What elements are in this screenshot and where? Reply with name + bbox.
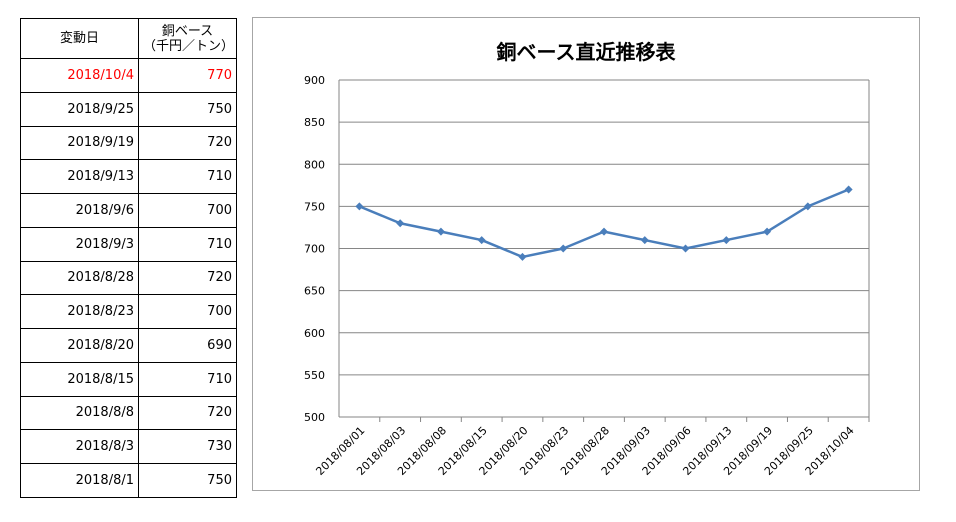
data-point-marker [681,244,690,253]
data-point-marker [518,252,527,261]
y-tick-label: 850 [304,116,325,129]
table-row: 2018/9/6 700 [20,193,237,228]
chart-title: 銅ベース直近推移表 [496,40,676,64]
row-value: 750 [138,463,237,498]
data-point-marker [396,219,405,228]
table-row: 2018/8/23 700 [20,294,237,330]
y-tick-label: 650 [304,285,325,298]
data-point-marker [477,236,486,245]
data-point-marker [763,227,772,236]
row-value: 750 [138,91,237,127]
table-row: 2018/9/3 710 [20,226,237,262]
y-tick-label: 550 [304,369,325,382]
data-point-marker [803,202,812,211]
row-date: 2018/8/28 [20,260,139,296]
data-point-marker [559,244,568,253]
data-point-marker [722,236,731,245]
table-row: 2018/8/3 730 [20,429,237,465]
row-value: 690 [138,328,237,363]
data-point-marker [600,227,608,236]
row-value: 710 [138,226,237,262]
table-row: 2018/9/13 710 [20,159,237,195]
row-date: 2018/8/23 [20,294,139,330]
table-row: 2018/8/28 720 [20,260,237,296]
table-row: 2018/8/15 710 [20,361,237,397]
row-value: 700 [138,193,237,228]
row-date: 2018/8/3 [20,429,139,465]
row-date: 2018/8/8 [20,395,139,431]
data-point-marker [640,236,649,245]
row-date: 2018/9/3 [20,226,139,262]
row-value: 770 [138,58,237,93]
row-date: 2018/9/6 [20,193,139,228]
row-date: 2018/9/13 [20,159,139,195]
row-value: 720 [138,260,237,296]
header-value-line1: 銅ベース [161,23,214,39]
y-tick-label: 700 [304,243,325,256]
row-date: 2018/8/15 [20,361,139,397]
row-value: 700 [138,294,237,330]
y-tick-label: 600 [304,327,325,340]
row-date: 2018/9/19 [20,125,139,161]
row-value: 730 [138,429,237,465]
y-tick-label: 500 [304,411,325,424]
line-chart: 5005506006507007508008509002018/08/01201… [304,74,870,478]
table-row: 2018/8/8 720 [20,395,237,431]
data-point-marker [844,185,853,194]
row-date: 2018/8/20 [20,328,139,363]
row-value: 710 [138,159,237,195]
series-line [358,188,850,259]
y-tick-label: 900 [304,74,325,87]
row-value: 710 [138,361,237,397]
row-date: 2018/9/25 [20,91,139,127]
copper-base-table: 変動日 銅ベース （千円／トン） 2018/10/4 770 2018/9/25 75… [20,17,237,498]
header-value-line2: （千円／トン） [143,38,235,54]
data-point-marker [436,227,445,236]
table-row: 2018/10/4 770 [20,58,237,93]
y-tick-label: 800 [304,158,325,171]
row-value: 720 [138,395,237,431]
y-tick-label: 750 [304,200,325,213]
table-row: 2018/8/20 690 [20,328,237,363]
table-row: 2018/8/1 750 [20,463,237,498]
table-row: 2018/9/19 720 [20,125,237,161]
header-value: 銅ベース （千円／トン） [138,17,237,60]
row-value: 720 [138,125,237,161]
row-date: 2018/8/1 [20,463,139,498]
table-header-row: 変動日 銅ベース （千円／トン） [20,17,237,60]
chart-panel: 銅ベース直近推移表 500 550 600 650 700 750 800 850 900 201… [252,17,920,491]
data-point-marker [355,202,364,211]
header-date: 変動日 [20,17,139,60]
row-date: 2018/10/4 [20,58,139,93]
table-row: 2018/9/25 750 [20,91,237,127]
